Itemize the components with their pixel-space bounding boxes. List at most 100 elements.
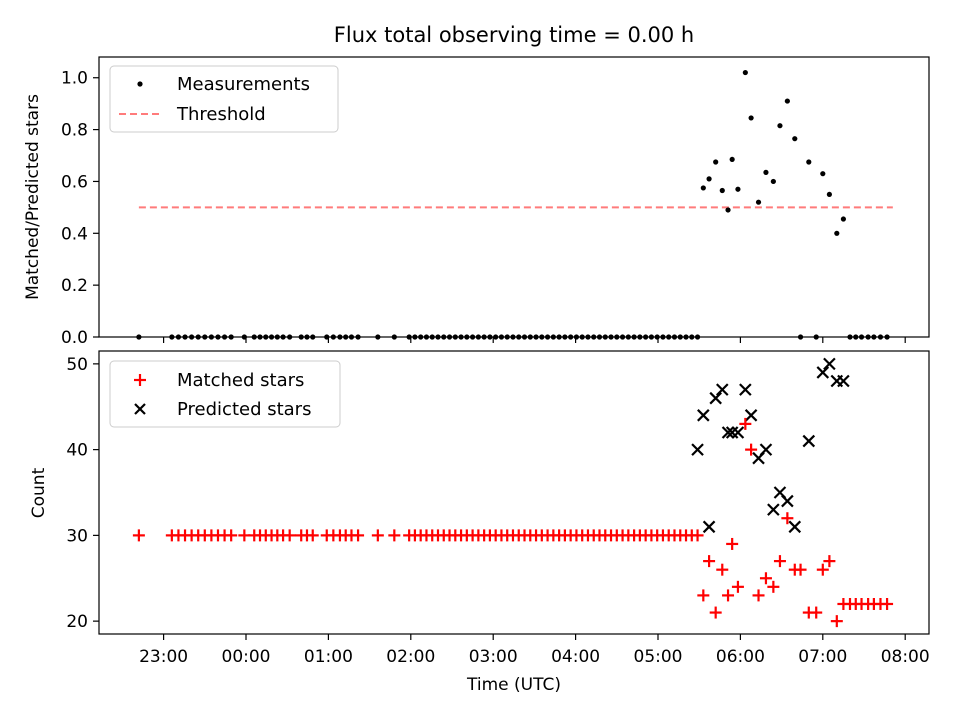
measurement-point — [871, 334, 877, 340]
predicted-star-point — [837, 374, 850, 388]
bottom-x-tick-label: 00:00 — [222, 647, 271, 667]
measurement-point — [268, 334, 275, 340]
top-y-axis-label: Matched/Predicted stars — [23, 94, 43, 300]
measurement-point — [729, 156, 735, 163]
measurement-point — [435, 334, 441, 340]
matched-star-point — [773, 555, 786, 568]
measurement-point — [263, 334, 269, 340]
bottom-x-tick-label: 08:00 — [881, 647, 930, 667]
measurement-point — [614, 334, 620, 340]
matched-star-point — [306, 529, 319, 542]
predicted-star-point — [725, 426, 739, 439]
matched-star-point — [709, 606, 722, 619]
chart-title: Flux total observing time = 0.00 h — [334, 23, 694, 47]
predicted-star-point — [788, 520, 802, 534]
measurement-point — [568, 334, 574, 340]
measurement-point — [619, 334, 626, 340]
bottom-axes-frame — [98, 350, 930, 635]
predicted-star-point — [767, 503, 780, 516]
bottom-legend-box — [109, 360, 341, 428]
matched-star-point — [697, 589, 710, 602]
matched-star-point — [716, 563, 729, 576]
measurement-point — [735, 186, 741, 192]
measurement-point — [840, 216, 847, 222]
measurement-point — [175, 334, 182, 340]
measurement-point — [304, 334, 310, 340]
measurement-point — [423, 334, 430, 340]
star-count-panel: Count Time (UTC) 20 30 40 50 23:00 00:00 01:0… — [29, 350, 930, 695]
measurement-point — [355, 334, 361, 340]
measurement-point — [660, 334, 666, 340]
measurement-point — [464, 334, 470, 340]
matched-star-point — [352, 529, 365, 542]
measurement-point — [865, 334, 871, 340]
measurement-point — [826, 191, 832, 198]
measurement-point — [287, 334, 293, 340]
measurement-point — [648, 334, 655, 340]
bottom-x-tick-label: 23:00 — [139, 647, 188, 667]
measurement-point — [280, 334, 286, 340]
matched-star-point — [794, 563, 807, 576]
matched-star-point — [225, 529, 238, 542]
bottom-y-tick-label: 50 — [66, 355, 88, 375]
measurement-point — [763, 169, 769, 175]
measurement-point — [654, 334, 660, 340]
measurement-point — [202, 334, 208, 340]
x-axis-label: Time (UTC) — [466, 675, 561, 695]
measurement-point — [298, 334, 304, 340]
measurement-point — [189, 334, 195, 340]
measurement-point — [596, 334, 603, 340]
measurement-point — [391, 334, 397, 340]
matched-star-point — [722, 589, 735, 602]
measurement-point — [706, 176, 712, 182]
legend-measurements-label: Measurements — [177, 74, 310, 95]
measurement-point — [719, 187, 725, 194]
measurement-point — [470, 334, 476, 340]
measurement-point — [792, 136, 798, 142]
measurement-point — [343, 334, 349, 340]
measurement-point — [834, 230, 840, 236]
measurement-point — [310, 334, 316, 340]
legend-predicted-label: Predicted stars — [177, 399, 311, 420]
measurement-point — [169, 334, 175, 340]
matched-star-point — [691, 529, 704, 542]
predicted-star-point — [823, 357, 836, 371]
measurement-point — [136, 334, 142, 340]
measurement-point — [182, 334, 188, 340]
measurement-point — [694, 334, 701, 340]
measurement-point — [550, 334, 556, 340]
measurement-point — [666, 334, 672, 340]
measurement-point — [884, 334, 890, 340]
measurement-point — [527, 334, 533, 340]
predicted-star-point — [691, 443, 704, 456]
matched-star-point — [371, 529, 384, 542]
measurement-point — [689, 334, 695, 340]
bottom-plot-area — [132, 357, 894, 628]
bottom-x-tick-label: 01:00 — [304, 647, 353, 667]
measurement-point — [820, 171, 826, 177]
measurement-point — [406, 334, 412, 340]
predicted-star-point — [715, 383, 729, 396]
measurement-point — [725, 207, 731, 213]
legend-matched-marker — [134, 374, 146, 386]
bottom-x-tick-label: 05:00 — [634, 647, 683, 667]
matched-star-point — [745, 443, 758, 456]
matched-star-point — [731, 580, 744, 593]
top-y-tick-label: 0.0 — [61, 328, 88, 348]
bottom-legend: Matched stars Predicted stars — [109, 360, 341, 428]
predicted-star-point — [702, 520, 716, 534]
measurement-point — [677, 334, 683, 340]
predicted-star-point — [802, 434, 816, 448]
top-legend: Measurements Threshold — [109, 65, 339, 133]
measurement-point — [412, 334, 418, 340]
measurement-point — [228, 334, 234, 340]
measurement-point — [806, 159, 812, 165]
bottom-x-tick-label: 06:00 — [716, 647, 765, 667]
top-y-tick-label: 0.8 — [61, 121, 88, 141]
measurement-point — [602, 334, 608, 340]
measurement-point — [195, 334, 201, 340]
measurement-point — [446, 334, 453, 340]
measurement-point — [251, 334, 257, 340]
predicted-star-point — [781, 494, 794, 508]
